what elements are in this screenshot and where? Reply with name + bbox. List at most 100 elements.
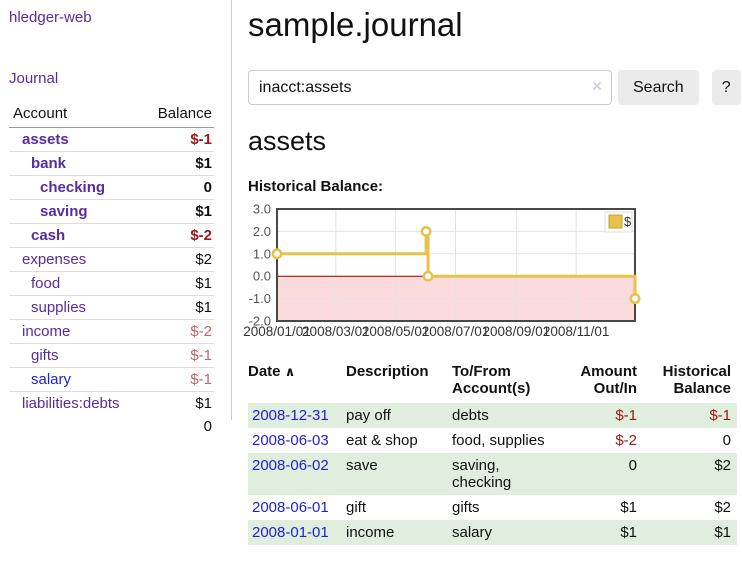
register-header-amount: Amount Out/In xyxy=(580,363,637,397)
register-table: Date ∧ Description To/From Account(s) Am… xyxy=(248,361,737,545)
app-brand-link[interactable]: hledger-web xyxy=(9,9,92,26)
register-amount-cell: $-1 xyxy=(615,407,637,424)
register-date-cell: 2008-06-02 xyxy=(248,453,346,495)
account-link[interactable]: assets xyxy=(22,131,69,148)
account-balance: $1 xyxy=(142,151,214,176)
data-point-marker xyxy=(629,293,641,305)
register-header-description: Description xyxy=(346,363,429,380)
transaction-date-link[interactable]: 2008-06-01 xyxy=(252,499,329,516)
transaction-date-link[interactable]: 2008-06-02 xyxy=(252,457,329,474)
register-description-cell: save xyxy=(346,457,378,474)
account-link[interactable]: gifts xyxy=(31,347,59,364)
register-accounts-cell: food, supplies xyxy=(452,432,545,449)
account-row: gifts $-1 xyxy=(9,343,214,368)
account-balance: $1 xyxy=(142,295,214,320)
account-balance: $1 xyxy=(142,391,214,415)
clear-search-icon[interactable]: ✕ xyxy=(591,78,603,94)
account-link[interactable]: saving xyxy=(40,203,88,220)
account-row: liabilities:debts $1 xyxy=(9,391,214,415)
data-point-marker xyxy=(420,225,432,237)
account-row: assets $-1 xyxy=(9,128,214,152)
x-tick-label: 2008/01/01 xyxy=(243,324,311,339)
x-tick-label: 2008/05/01 xyxy=(362,324,430,339)
transaction-date-link[interactable]: 2008-01-01 xyxy=(252,524,329,541)
register-date-cell: 2008-06-03 xyxy=(248,428,346,453)
legend-label: $ xyxy=(624,214,632,229)
register-description-cell: income xyxy=(346,524,395,541)
register-row: 2008-01-01 income salary $1 $1 xyxy=(248,520,737,545)
register-balance-cell: $1 xyxy=(714,524,731,541)
account-link[interactable]: cash xyxy=(31,227,66,244)
account-balance: $1 xyxy=(142,271,214,296)
x-tick-label: 2008/03/01 xyxy=(302,324,370,339)
account-balance: $-2 xyxy=(142,319,214,344)
accounts-header-account: Account xyxy=(9,102,143,128)
register-amount-cell: $1 xyxy=(620,499,637,516)
plot-border xyxy=(276,208,636,322)
register-balance-cell: $2 xyxy=(714,499,731,516)
register-header-accounts: To/From Account(s) xyxy=(452,363,531,397)
help-button[interactable]: ? xyxy=(711,70,741,105)
data-point-marker xyxy=(271,248,283,260)
register-row: 2008-06-01 gift gifts $1 $2 xyxy=(248,495,737,520)
account-link[interactable]: salary xyxy=(31,371,72,388)
account-balance: $2 xyxy=(142,247,214,272)
transaction-date-link[interactable]: 2008-06-03 xyxy=(252,432,329,449)
accounts-header-balance: Balance xyxy=(142,102,214,128)
account-heading: assets xyxy=(248,126,327,156)
register-balance-cell: $2 xyxy=(714,457,731,474)
register-date-cell: 2008-06-01 xyxy=(248,495,346,520)
sort-ascending-icon: ∧ xyxy=(284,364,296,379)
x-tick-label: 2008/09/01 xyxy=(483,324,551,339)
account-link[interactable]: checking xyxy=(40,179,106,196)
search-input[interactable] xyxy=(248,70,612,105)
sidebar-item-journal[interactable]: Journal xyxy=(9,70,59,87)
page-title: sample.journal xyxy=(248,6,463,43)
account-balance: $1 xyxy=(142,199,214,224)
register-row: 2008-12-31 pay off debts $-1 $-1 xyxy=(248,403,737,428)
y-tick-label: 0.0 xyxy=(253,269,271,284)
y-tick-label: 2.0 xyxy=(253,224,271,239)
y-tick-label: 1.0 xyxy=(253,246,271,261)
register-amount-cell: $-2 xyxy=(615,432,637,449)
x-tick-label: 2008/07/01 xyxy=(422,324,490,339)
account-row: saving $1 xyxy=(9,199,214,224)
account-link[interactable]: bank xyxy=(31,155,67,172)
account-row: supplies $1 xyxy=(9,295,214,320)
register-accounts-cell: saving, checking xyxy=(452,457,512,491)
accounts-table: Account Balance assets $-1 bank $1 checking 0… xyxy=(9,102,214,438)
transaction-date-link[interactable]: 2008-12-31 xyxy=(252,407,329,424)
register-accounts-cell: debts xyxy=(452,407,489,424)
register-balance-cell: $-1 xyxy=(709,407,731,424)
register-date-cell: 2008-01-01 xyxy=(248,520,346,545)
search-button[interactable]: Search xyxy=(618,70,699,105)
register-header-balance: Historical Balance xyxy=(662,363,731,397)
account-link[interactable]: supplies xyxy=(31,299,87,316)
register-header-date[interactable]: Date ∧ xyxy=(248,361,346,403)
legend-swatch xyxy=(608,214,623,229)
account-link[interactable]: expenses xyxy=(22,251,87,268)
sidebar: hledger-web Journal Account Balance asse… xyxy=(0,0,231,438)
x-tick-label: 2008/11/01 xyxy=(543,324,610,339)
register-date-cell: 2008-12-31 xyxy=(248,403,346,428)
account-link[interactable]: food xyxy=(31,275,61,292)
register-description-cell: gift xyxy=(346,499,367,516)
date-header-label: Date xyxy=(248,363,281,380)
account-row: salary $-1 xyxy=(9,367,214,392)
y-tick-label: -2.0 xyxy=(249,314,271,329)
register-accounts-cell: salary xyxy=(452,524,493,541)
account-row: bank $1 xyxy=(9,151,214,176)
account-balance: 0 xyxy=(142,175,214,200)
register-row: 2008-06-03 eat & shop food, supplies $-2 0 xyxy=(248,428,737,453)
register-amount-cell: $1 xyxy=(620,524,637,541)
data-point-marker xyxy=(422,270,434,282)
account-row: food $1 xyxy=(9,271,214,296)
account-balance: $-1 xyxy=(190,131,212,148)
accounts-header-row: Account Balance xyxy=(9,102,214,128)
sidebar-divider xyxy=(231,0,232,420)
account-link[interactable]: liabilities:debts xyxy=(22,395,120,412)
register-description-cell: eat & shop xyxy=(346,432,418,449)
account-row: income $-2 xyxy=(9,319,214,344)
y-tick-label: 3.0 xyxy=(253,202,271,217)
account-link[interactable]: income xyxy=(22,323,71,340)
